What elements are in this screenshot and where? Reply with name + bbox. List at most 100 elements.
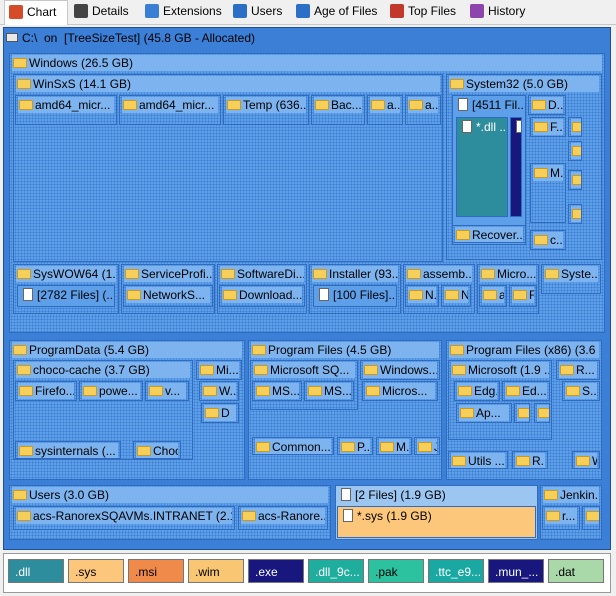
folder-box[interactable]: 1. (514, 403, 530, 423)
legend-item[interactable]: .dll (8, 559, 64, 583)
folder-box[interactable]: sysinternals (... (15, 441, 121, 459)
folder-box[interactable]: N (441, 285, 471, 307)
tab[interactable]: History (466, 0, 534, 23)
folder-box[interactable]: c... (530, 230, 566, 250)
legend-item[interactable]: .dll_9c... (308, 559, 364, 583)
folder-box[interactable]: R... (512, 451, 548, 469)
tab[interactable]: Details (70, 0, 139, 23)
folder-box[interactable]: w. (568, 117, 582, 137)
folder-box[interactable]: F (509, 285, 537, 307)
folder-box[interactable]: M... (376, 437, 412, 455)
folder-box[interactable]: w. (568, 141, 582, 161)
folder-box[interactable]: Firefo... (15, 381, 77, 401)
tab[interactable]: Chart (4, 0, 68, 25)
legend-item[interactable]: .sys (68, 559, 124, 583)
box-label: Micros... (365, 383, 435, 399)
tab[interactable]: Users (229, 0, 290, 23)
box-label: MS... (307, 383, 351, 399)
folder-box[interactable]: a... (367, 95, 403, 125)
folder-box[interactable]: 1. (534, 403, 550, 423)
folder-box[interactable]: amd64_micr... (15, 95, 117, 125)
folder-box[interactable]: Common... (252, 437, 334, 455)
folder-box[interactable]: NetworkS... (123, 285, 213, 307)
folder-box[interactable]: Ed... (502, 381, 550, 401)
legend-item[interactable]: .dat (548, 559, 604, 583)
box-label: w. (571, 143, 581, 159)
box-label: *.dll ... (459, 119, 505, 135)
folder-box[interactable]: Ap... (456, 403, 512, 423)
legend-item[interactable]: .mun_... (488, 559, 544, 583)
folder-box[interactable]: acs-Ranore... (238, 506, 328, 530)
box-label: MS... (255, 383, 299, 399)
box-label: v... (148, 383, 186, 399)
folder-box[interactable]: Temp (636... (223, 95, 309, 125)
legend-item[interactable]: .pak (368, 559, 424, 583)
box-label: [2782 Files] (... (20, 287, 112, 303)
box-label: N (444, 287, 468, 303)
folder-box[interactable]: S... (562, 381, 600, 401)
folder-box[interactable]: Edg... (454, 381, 500, 401)
legend-item[interactable]: .msi (128, 559, 184, 583)
file-box[interactable]: *.dll ... (456, 117, 508, 217)
folder-box[interactable]: W... (199, 381, 239, 401)
folder-box[interactable]: D... (528, 95, 566, 115)
box-label: F... (533, 119, 563, 135)
box-label: a... (370, 97, 400, 113)
file-box[interactable]: [2782 Files] (... (17, 285, 115, 307)
file-box[interactable]: *.sys (1.9 GB) (337, 506, 536, 538)
folder-box[interactable]: v... (145, 381, 189, 401)
box-label: D... (531, 97, 563, 113)
folder-box[interactable]: Mi... (196, 360, 242, 380)
tab-label: Age of Files (314, 4, 378, 18)
file-box[interactable]: [100 Files]... (313, 285, 397, 307)
tab-label: History (488, 4, 526, 18)
folder-box[interactable]: powe... (79, 381, 143, 401)
folder-box[interactable]: Syste... (541, 264, 601, 294)
folder-box[interactable]: w (582, 506, 600, 530)
folder-box[interactable]: Choc... (133, 441, 181, 459)
folder-box[interactable]: a (479, 285, 507, 307)
folder-box[interactable]: d. (568, 170, 582, 190)
box-label: * (513, 119, 521, 135)
box-label: acs-Ranore... (241, 508, 325, 524)
folder-box[interactable]: Recover... (452, 225, 526, 243)
folder-box[interactable]: acs-RanorexSQAVMs.INTRANET (2.1... (13, 506, 235, 530)
folder-box[interactable]: Web... (572, 451, 600, 469)
tab[interactable]: Age of Files (292, 0, 384, 23)
folder-box[interactable]: F... (530, 117, 566, 137)
folder-box[interactable]: Micros... (362, 381, 438, 401)
folder-box[interactable]: D (201, 403, 239, 423)
folder-box[interactable]: MS... (304, 381, 354, 401)
tab[interactable]: Top Files (386, 0, 464, 23)
folder-box[interactable]: r... (542, 506, 580, 530)
folder-box[interactable]: M... (530, 163, 566, 223)
tab-bar: Chart Details Extensions Users Age of Files T… (0, 0, 616, 25)
box-label: c... (533, 232, 563, 248)
box-label: Edg... (457, 383, 497, 399)
folder-box[interactable]: Utils ... (448, 451, 508, 469)
box-label: Common... (255, 439, 331, 454)
box-label: Micro... (480, 266, 536, 282)
folder-box[interactable]: N... (405, 285, 439, 307)
box-label: [100 Files]... (316, 287, 394, 303)
folder-box[interactable]: Bac... (311, 95, 365, 125)
legend-item[interactable]: .wim (188, 559, 244, 583)
folder-box[interactable]: Windows... (360, 360, 440, 380)
legend-item[interactable]: .ttc_e9... (428, 559, 484, 583)
folder-box[interactable]: a... (405, 95, 441, 125)
tab[interactable]: Extensions (141, 0, 227, 23)
folder-box[interactable]: J... (414, 437, 440, 455)
folder-box[interactable]: P... (337, 437, 373, 455)
box-label: SysWOW64 (1... (16, 266, 116, 282)
box-label: S... (565, 383, 597, 399)
box-label: sysinternals (... (18, 443, 118, 458)
legend-item[interactable]: .exe (248, 559, 304, 583)
folder-box[interactable]: MS... (252, 381, 302, 401)
box-label: Ap... (459, 405, 509, 421)
folder-box[interactable]: Download... (219, 285, 305, 307)
folder-box[interactable]: L. (568, 204, 582, 224)
folder-box[interactable]: amd64_micr... (119, 95, 221, 125)
file-box[interactable]: * (510, 117, 522, 217)
folder-box[interactable]: R... (556, 360, 600, 380)
tab-icon (390, 4, 404, 18)
